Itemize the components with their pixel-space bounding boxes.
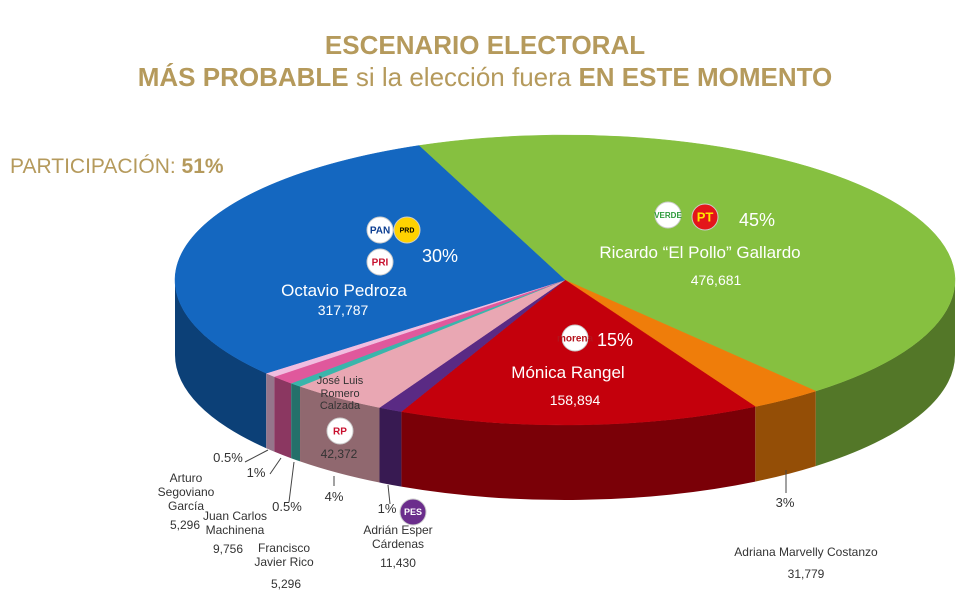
- chart-subtitle: MÁS PROBABLE si la elección fuera EN EST…: [0, 62, 970, 93]
- subtitle-part: si la elección fuera: [355, 62, 572, 92]
- slice-side: [379, 407, 402, 487]
- slice-side: [266, 373, 275, 452]
- slice-percent: 3%: [775, 495, 795, 510]
- logo-badge: [691, 203, 719, 231]
- slice-side: [401, 406, 756, 501]
- participation-value: 51%: [181, 155, 224, 178]
- logo-badge: [366, 216, 394, 244]
- logo-text: PRI: [372, 258, 389, 269]
- logo-text: morena: [557, 334, 594, 345]
- logo-badge: [393, 216, 421, 244]
- slice-votes: 5,296: [270, 577, 302, 591]
- participation-label: PARTICIPACIÓN:: [10, 155, 176, 178]
- slice-votes: 31,779: [787, 567, 825, 581]
- logo-badge: [366, 248, 394, 276]
- slice-percent: 30%: [421, 246, 459, 266]
- slice-name: José Luis Romero Calzada: [316, 375, 364, 413]
- slice-side: [175, 280, 267, 449]
- slice-percent: 15%: [596, 330, 634, 350]
- logo-text: PES: [404, 507, 422, 517]
- slice: [400, 279, 756, 426]
- slice-side: [815, 280, 955, 467]
- slice-votes: 317,787: [317, 302, 369, 318]
- slice-percent: 45%: [738, 210, 776, 230]
- slice-name: Octavio Pedroza: [281, 281, 407, 300]
- slice-percent: 0.5%: [272, 499, 302, 514]
- logo-badge: [561, 324, 589, 352]
- slice-name: Arturo Segoviano García: [157, 471, 215, 513]
- slice-percent: 0.5%: [213, 450, 243, 465]
- slice-name: Juan Carlos Machinena: [202, 509, 268, 537]
- slice-votes: 158,894: [549, 392, 601, 408]
- chart-title: ESCENARIO ELECTORAL: [324, 30, 646, 60]
- slice-side: [274, 376, 292, 459]
- slice-side: [291, 383, 301, 462]
- slice-votes: 5,296: [169, 518, 201, 532]
- subtitle-part: EN ESTE MOMENTO: [578, 62, 833, 92]
- slice-votes: 476,681: [690, 272, 742, 288]
- logo-badge: [654, 201, 682, 229]
- slice-name: Adriana Marvelly Costanzo: [734, 545, 878, 559]
- pie: [174, 134, 956, 501]
- logo-text: PAN: [370, 226, 390, 237]
- logo-badge: [399, 498, 427, 526]
- slice-votes: 42,372: [320, 447, 358, 461]
- slice-name: Ricardo “El Pollo” Gallardo: [599, 243, 801, 262]
- subtitle-part: MÁS PROBABLE: [137, 62, 349, 92]
- logo-badge: [326, 417, 354, 445]
- logo-text: PRD: [400, 227, 415, 234]
- leaders: [244, 449, 787, 505]
- participation: PARTICIPACIÓN: 51%: [10, 155, 224, 179]
- slice-percent: 1%: [377, 501, 397, 516]
- slice-side: [755, 391, 816, 482]
- logo-text: VERDE: [654, 211, 682, 220]
- logo-text: RP: [333, 427, 347, 438]
- slice-votes: 11,430: [380, 556, 416, 570]
- slice-name: Francisco Javier Rico: [254, 541, 314, 569]
- slice-name: Adrián Esper Cárdenas: [363, 523, 433, 551]
- logo-text: PT: [697, 210, 714, 225]
- slice: [418, 134, 956, 392]
- slice-percent: 4%: [324, 489, 344, 504]
- slice-name: Mónica Rangel: [511, 363, 625, 382]
- slice-percent: 1%: [246, 465, 266, 480]
- slice-votes: 9,756: [212, 542, 244, 556]
